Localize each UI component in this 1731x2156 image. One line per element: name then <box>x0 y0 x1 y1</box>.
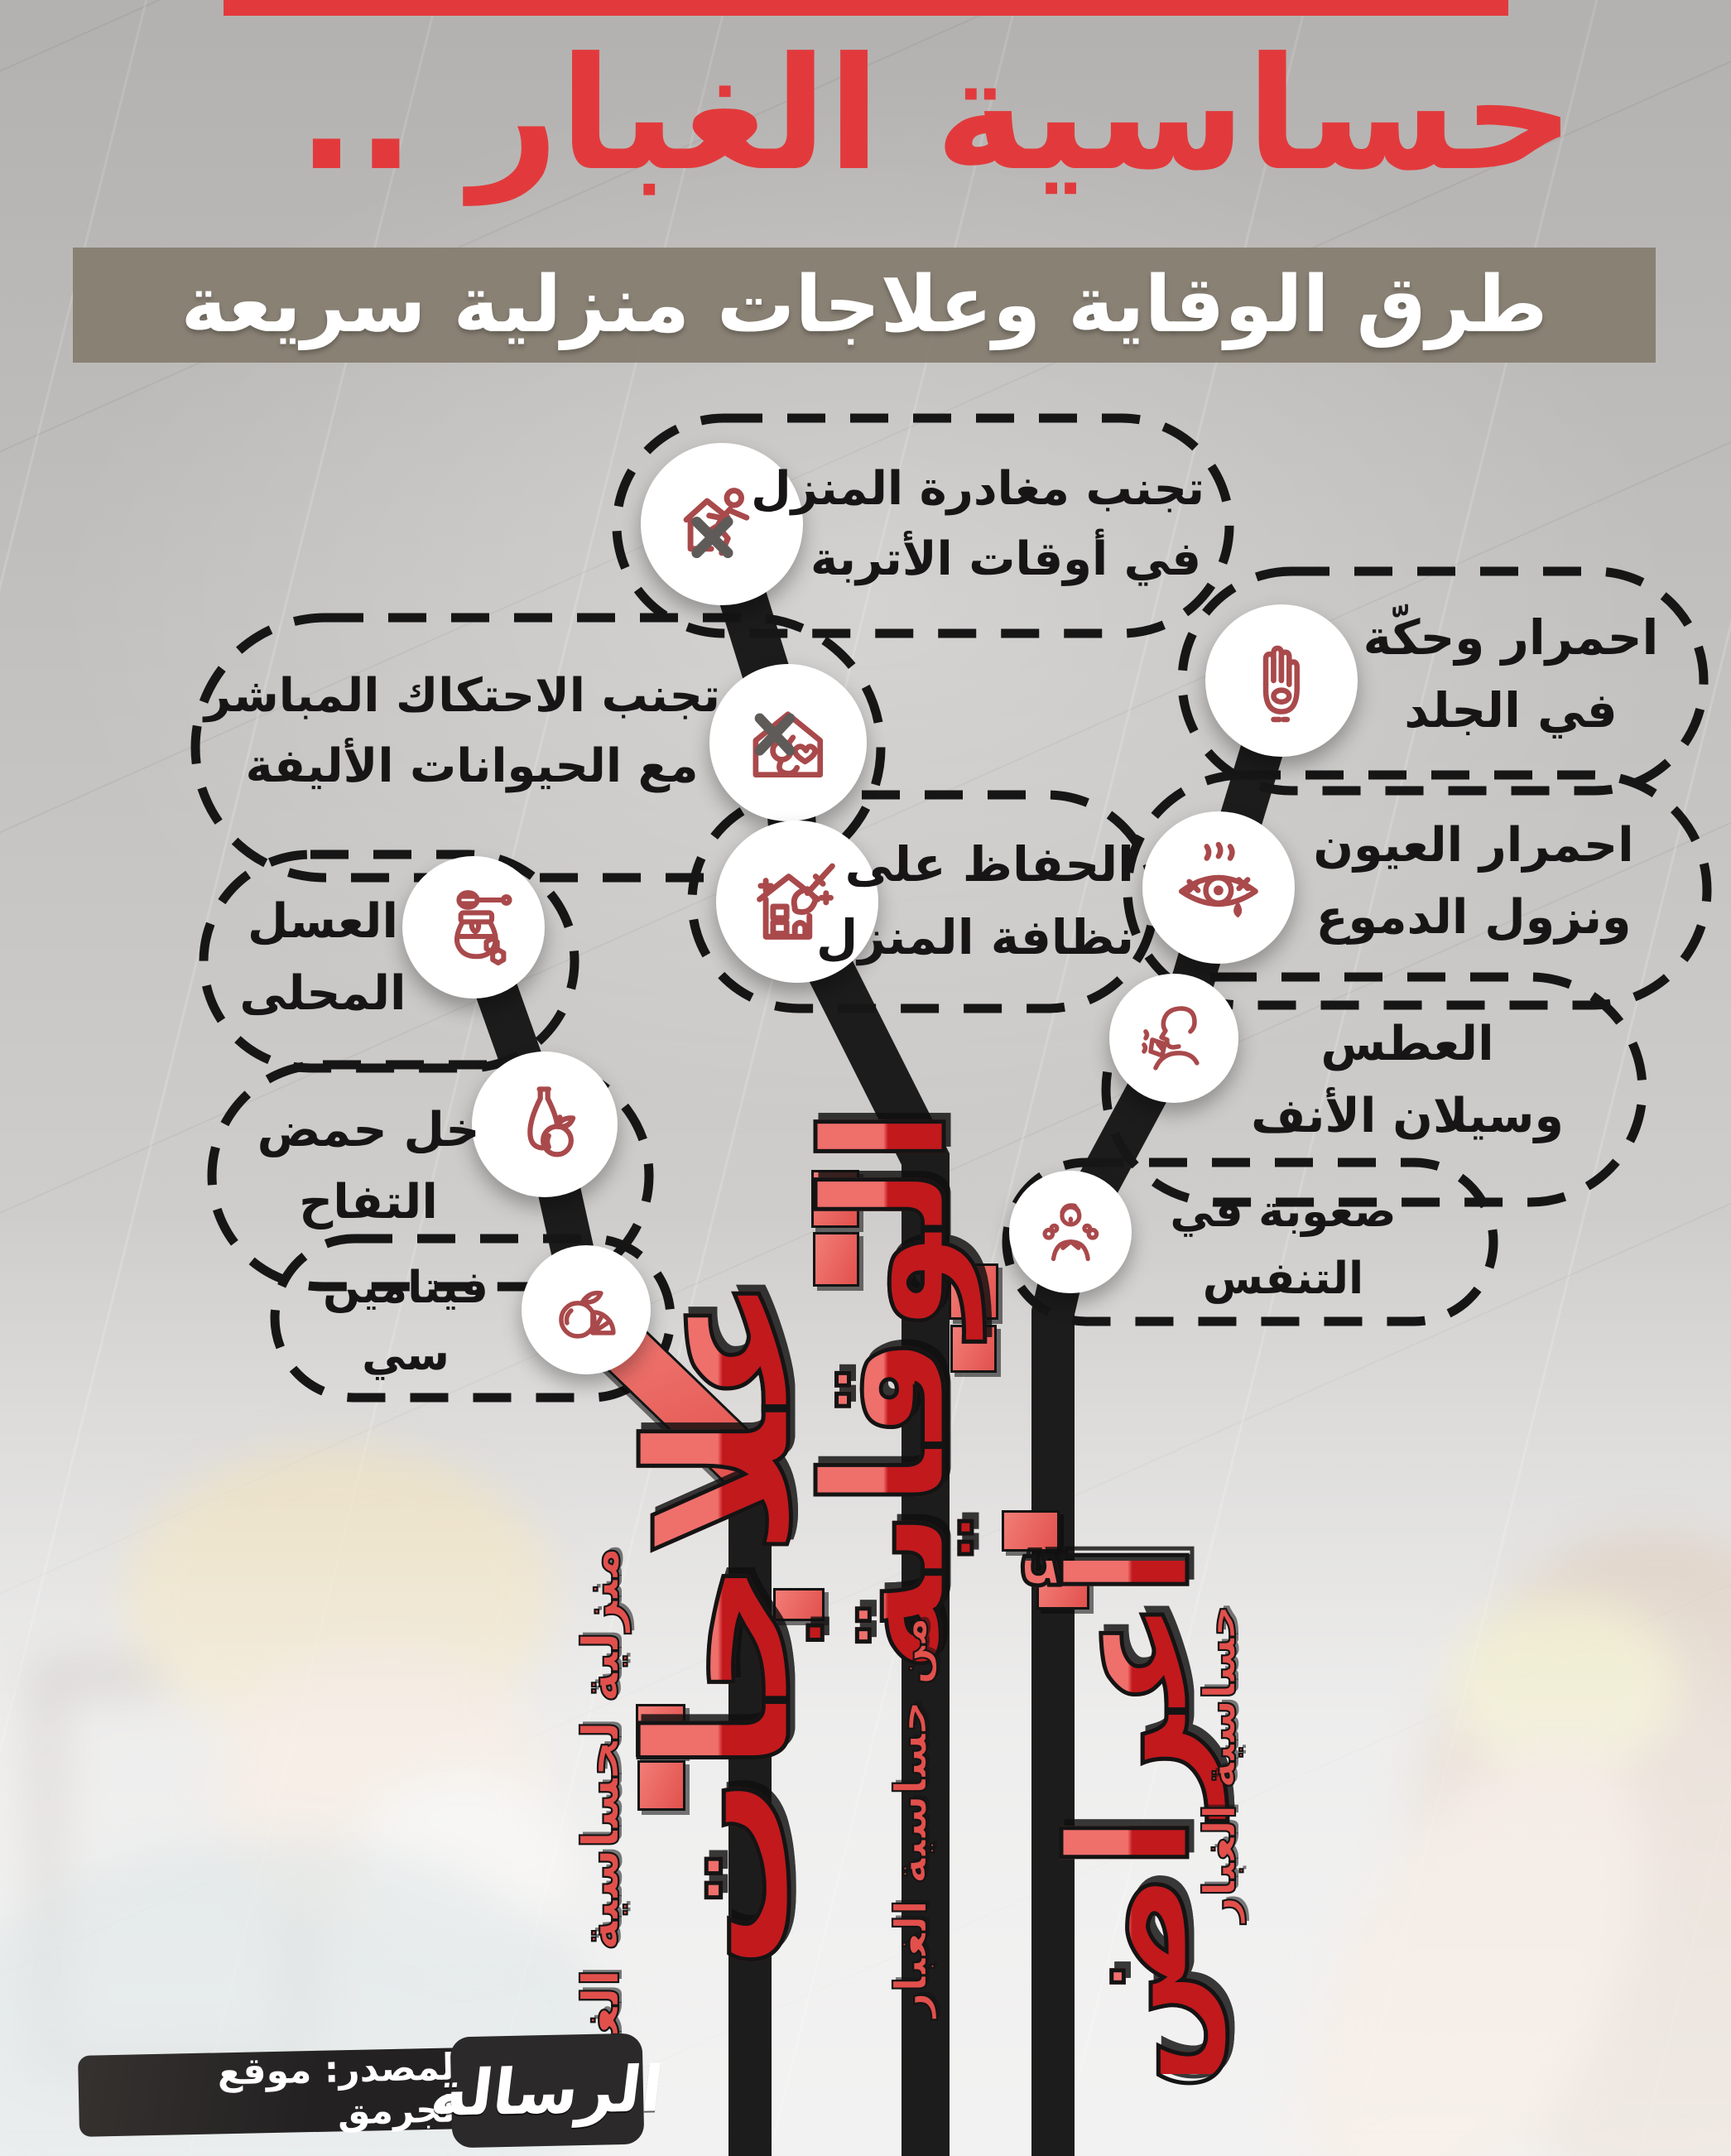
vitamin-c-icon <box>559 1291 616 1339</box>
pixel-decoration <box>636 1704 685 1757</box>
source-label: المصدر: موقع الجرمق <box>217 2046 469 2134</box>
source-area: المصدر: موقع الجرمق الرسالة <box>75 2033 671 2156</box>
label-apple-cider-vinegar: خل حمض التفاح <box>257 1103 480 1230</box>
node-no-pets <box>709 664 867 821</box>
prevention-vertical-tail: من حساسية الغبار <box>883 1616 937 2019</box>
node-breathing-difficulty <box>1009 1171 1132 1293</box>
bubble-breathing-difficulty <box>1002 1157 1498 1326</box>
pixel-decoration <box>949 1263 998 1320</box>
label-house-cleaning: الحفاظ على نظافة المنزل <box>815 836 1134 966</box>
node-red-teary-eyes <box>1142 811 1295 964</box>
node-honey <box>402 856 545 999</box>
page-title: حساسية الغبار .. <box>296 24 1575 205</box>
no-pets-icon <box>753 711 824 778</box>
node-house-cleaning <box>716 821 878 983</box>
bubble-vitamin-c <box>270 1234 676 1403</box>
red-teary-eyes-icon <box>1179 841 1258 918</box>
label-honey: العسل المحلى <box>239 894 406 1021</box>
pixel-decoration <box>811 1170 859 1228</box>
node-apple-cider-vinegar <box>472 1052 618 1197</box>
alresalah-logo: الرسالة <box>427 2033 667 2149</box>
bubble-house-cleaning <box>687 790 1159 1013</box>
pixel-decoration <box>1036 1573 1089 1610</box>
label-sneezing: العطس وسيلان الأنف <box>1251 1017 1564 1143</box>
label-no-pets: تجنب الاحتكاك المباشر مع الحيوانات الألي… <box>204 669 720 794</box>
pixel-decoration <box>950 1325 997 1373</box>
bubble-apple-cider-vinegar <box>207 1060 654 1292</box>
pixel-decoration <box>637 1760 685 1811</box>
house-cleaning-icon <box>757 863 836 941</box>
bubble-itchy-skin <box>1177 566 1709 796</box>
label-red-teary-eyes: احمرار العيون ونزول الدموع <box>1313 818 1634 945</box>
label-no-leaving-house: تجنب مغادرة المنزل في أوقات الأتربة <box>751 462 1204 587</box>
node-vitamin-c <box>522 1245 651 1374</box>
pixel-decoration <box>813 1232 859 1287</box>
source-bar: المصدر: موقع الجرمق <box>78 2046 469 2137</box>
label-vitamin-c: فيتامين سي <box>322 1263 489 1380</box>
node-no-leaving-house <box>641 443 803 605</box>
bubble-red-teary-eyes <box>1123 770 1712 1010</box>
itchy-skin-icon <box>1262 645 1301 723</box>
sneezing-icon <box>1142 1006 1200 1071</box>
apple-cider-vinegar-icon <box>527 1086 575 1157</box>
node-sneezing <box>1109 974 1238 1103</box>
alresalah-logo-text: الرسالة <box>426 2051 668 2130</box>
breathing-difficulty-icon <box>1042 1202 1099 1261</box>
label-itchy-skin: احمرار وحكّة في الجلد <box>1363 609 1659 739</box>
label-breathing-difficulty: صعوبة في التنفس <box>1170 1186 1397 1304</box>
photo-white-wash <box>0 1204 1731 2156</box>
page-subtitle: طرق الوقاية وعلاجات منزلية سريعة <box>180 260 1548 350</box>
bubble-no-leaving-house <box>612 413 1234 638</box>
symptoms-vertical-tail: حساسية الغبار <box>1192 1604 1246 1923</box>
honey-icon <box>454 890 512 965</box>
subtitle-banner <box>73 248 1656 363</box>
bubble-sneezing <box>1101 972 1647 1207</box>
no-leaving-house-icon <box>683 488 750 559</box>
pixel-decoration <box>1002 1510 1060 1552</box>
node-itchy-skin <box>1205 604 1358 757</box>
bubble-no-pets <box>190 613 886 883</box>
top-accent-bar <box>224 0 1508 16</box>
pixel-decoration <box>773 1588 825 1621</box>
